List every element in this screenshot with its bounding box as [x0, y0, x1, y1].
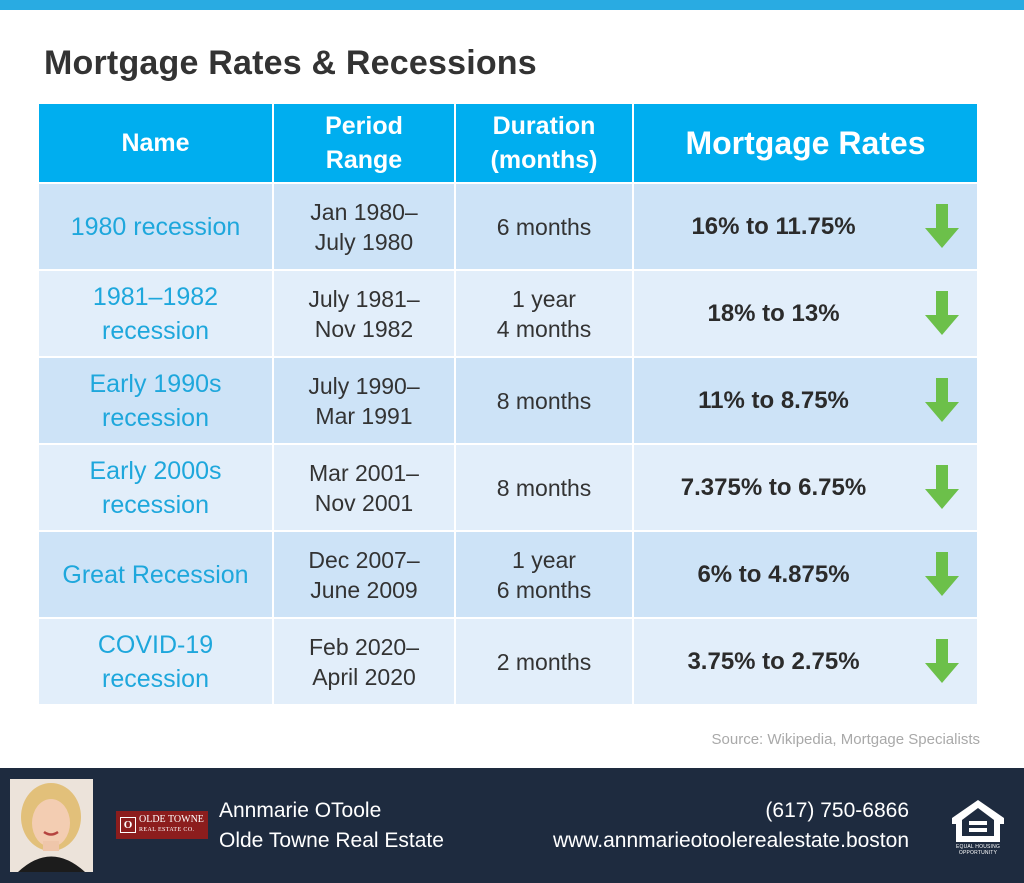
- duration-value: 6 months: [496, 213, 592, 240]
- duration-cell: 2 months: [455, 618, 634, 706]
- period-range-cell: July 1990– Mar 1991: [273, 357, 456, 445]
- phone-number[interactable]: (617) 750-6866: [765, 799, 909, 822]
- mortgage-rate-cell: 6% to 4.875%: [633, 531, 977, 619]
- down-arrow-icon: [925, 291, 959, 335]
- top-accent-bar: [0, 0, 1024, 10]
- page-title: Mortgage Rates & Recessions: [44, 44, 537, 82]
- mortgage-rate-cell: 16% to 11.75%: [633, 183, 977, 271]
- recession-name-cell: Early 1990s recession: [39, 357, 274, 445]
- down-arrow-icon: [925, 639, 959, 683]
- duration-cell: 8 months: [455, 444, 634, 532]
- period-end: June 2009: [310, 576, 418, 603]
- recession-name: COVID-19: [97, 630, 214, 659]
- recession-name: 1980 recession: [70, 212, 241, 241]
- table-row: 1981–1982 recession July 1981– Nov 1982 1 ye…: [39, 270, 977, 358]
- table-row: Great Recession Dec 2007– June 2009 1 year 6…: [39, 531, 977, 619]
- mortgage-rate-change: 7.375% to 6.75%: [680, 473, 867, 501]
- table-header-row: Name Period Range Duration (months) Mort…: [39, 104, 977, 184]
- mortgage-rate-change: 11% to 8.75%: [698, 386, 849, 414]
- period-start: Jan 1980–: [310, 198, 418, 225]
- down-arrow-icon: [925, 552, 959, 596]
- equal-housing-label: EQUAL HOUSING OPPORTUNITY: [955, 844, 1001, 856]
- logo-text-line1: OLDE TOWNE: [139, 814, 204, 825]
- website-link[interactable]: www.annmarieotoolerealestate.boston: [552, 829, 909, 852]
- table-row: Early 2000s recession Mar 2001– Nov 2001 8 m…: [39, 444, 977, 532]
- logo-text-line2: REAL ESTATE CO.: [139, 827, 195, 833]
- duration-cell: 1 year 4 months: [455, 270, 634, 358]
- period-start: Mar 2001–: [309, 459, 419, 486]
- mortgage-rate-change: 3.75% to 2.75%: [687, 647, 860, 675]
- period-start: July 1981–: [308, 285, 420, 312]
- table-row: COVID-19 recession Feb 2020– April 2020 2 mo…: [39, 618, 977, 706]
- recession-name-cell: 1981–1982 recession: [39, 270, 274, 358]
- header-mortgage-rates: Mortgage Rates: [633, 104, 977, 184]
- duration-value: 2 months: [496, 648, 592, 675]
- agent-name: Annmarie OToole: [219, 799, 382, 822]
- table-row: 1980 recession Jan 1980– July 1980 6 months…: [39, 183, 977, 271]
- recession-name-cell: 1980 recession: [39, 183, 274, 271]
- period-end: Nov 1982: [314, 315, 414, 342]
- equal-housing-icon: [952, 800, 1004, 842]
- header-duration: Duration (months): [455, 104, 634, 184]
- recession-name-cell: Early 2000s recession: [39, 444, 274, 532]
- header-name: Name: [39, 104, 274, 184]
- period-range-cell: Feb 2020– April 2020: [273, 618, 456, 706]
- recession-name: Early 2000s: [89, 456, 222, 485]
- recession-name: Early 1990s: [89, 369, 222, 398]
- period-start: Dec 2007–: [308, 546, 420, 573]
- agency-name: Olde Towne Real Estate: [219, 829, 444, 852]
- period-end: July 1980: [314, 228, 414, 255]
- footer-bar: O OLDE TOWNE REAL ESTATE CO. Annmarie OT…: [0, 768, 1024, 883]
- mortgage-rate-cell: 11% to 8.75%: [633, 357, 977, 445]
- down-arrow-icon: [925, 204, 959, 248]
- period-range-cell: Jan 1980– July 1980: [273, 183, 456, 271]
- period-end: Mar 1991: [315, 402, 413, 429]
- recession-name-cell: Great Recession: [39, 531, 274, 619]
- period-range-cell: Dec 2007– June 2009: [273, 531, 456, 619]
- duration-value-line2: 4 months: [496, 315, 592, 342]
- period-start: July 1990–: [308, 372, 420, 399]
- mortgage-rate-change: 18% to 13%: [707, 299, 840, 327]
- table-row: Early 1990s recession July 1990– Mar 1991 8 …: [39, 357, 977, 445]
- period-start: Feb 2020–: [309, 633, 419, 660]
- period-end: April 2020: [312, 663, 416, 690]
- duration-cell: 8 months: [455, 357, 634, 445]
- recession-rates-table: Name Period Range Duration (months) Mort…: [39, 104, 977, 706]
- mortgage-rate-cell: 7.375% to 6.75%: [633, 444, 977, 532]
- duration-value: 1 year: [512, 546, 576, 573]
- duration-cell: 1 year 6 months: [455, 531, 634, 619]
- agency-logo: O OLDE TOWNE REAL ESTATE CO.: [116, 811, 208, 839]
- mortgage-rate-change: 6% to 4.875%: [697, 560, 850, 588]
- duration-value-line2: 6 months: [496, 576, 592, 603]
- recession-name-line2: recession: [102, 403, 209, 432]
- duration-value: 8 months: [496, 474, 592, 501]
- recession-name-line2: recession: [102, 316, 209, 345]
- recession-name-line2: recession: [102, 664, 209, 693]
- down-arrow-icon: [925, 465, 959, 509]
- source-note: Source: Wikipedia, Mortgage Specialists: [711, 731, 980, 748]
- duration-cell: 6 months: [455, 183, 634, 271]
- mortgage-rate-cell: 18% to 13%: [633, 270, 977, 358]
- recession-name-line2: recession: [102, 490, 209, 519]
- agent-photo-avatar: [10, 779, 93, 872]
- header-period-range: Period Range: [273, 104, 456, 184]
- logo-mark: O: [120, 817, 136, 833]
- period-end: Nov 2001: [314, 489, 414, 516]
- duration-value: 1 year: [512, 285, 576, 312]
- down-arrow-icon: [925, 378, 959, 422]
- recession-name: 1981–1982: [92, 282, 219, 311]
- recession-name-cell: COVID-19 recession: [39, 618, 274, 706]
- duration-value: 8 months: [496, 387, 592, 414]
- mortgage-rate-cell: 3.75% to 2.75%: [633, 618, 977, 706]
- period-range-cell: July 1981– Nov 1982: [273, 270, 456, 358]
- period-range-cell: Mar 2001– Nov 2001: [273, 444, 456, 532]
- mortgage-rate-change: 16% to 11.75%: [691, 212, 856, 240]
- recession-name: Great Recession: [62, 560, 249, 589]
